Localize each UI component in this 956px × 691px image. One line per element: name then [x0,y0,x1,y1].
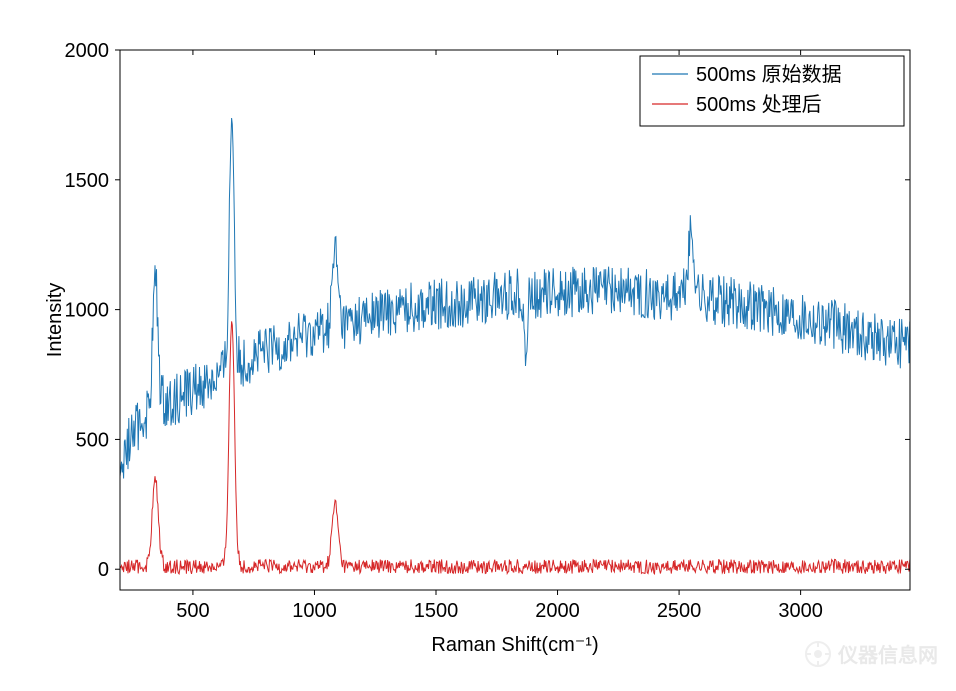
svg-text:1000: 1000 [65,300,110,322]
svg-text:1000: 1000 [292,600,337,622]
svg-text:1500: 1500 [65,170,110,192]
svg-text:Intensity: Intensity [44,283,66,357]
svg-text:1500: 1500 [414,600,459,622]
svg-text:2500: 2500 [657,600,702,622]
svg-text:2000: 2000 [65,40,110,62]
chart-svg: 500 1000 1500 2000 2500 3000 0 500 1000 1500 2000 R… [0,0,956,686]
svg-text:500: 500 [176,600,209,622]
svg-text:500ms 处理后: 500ms 处理后 [696,93,822,116]
svg-text:500ms 原始数据: 500ms 原始数据 [696,63,842,86]
svg-text:3000: 3000 [778,600,823,622]
svg-text:2000: 2000 [535,600,580,622]
svg-text:Raman Shift(cm⁻¹): Raman Shift(cm⁻¹) [431,634,598,656]
svg-text:0: 0 [98,559,109,581]
svg-text:500: 500 [76,429,109,451]
spectrum-chart: 500 1000 1500 2000 2500 3000 0 500 1000 1500 2000 R… [0,0,956,686]
